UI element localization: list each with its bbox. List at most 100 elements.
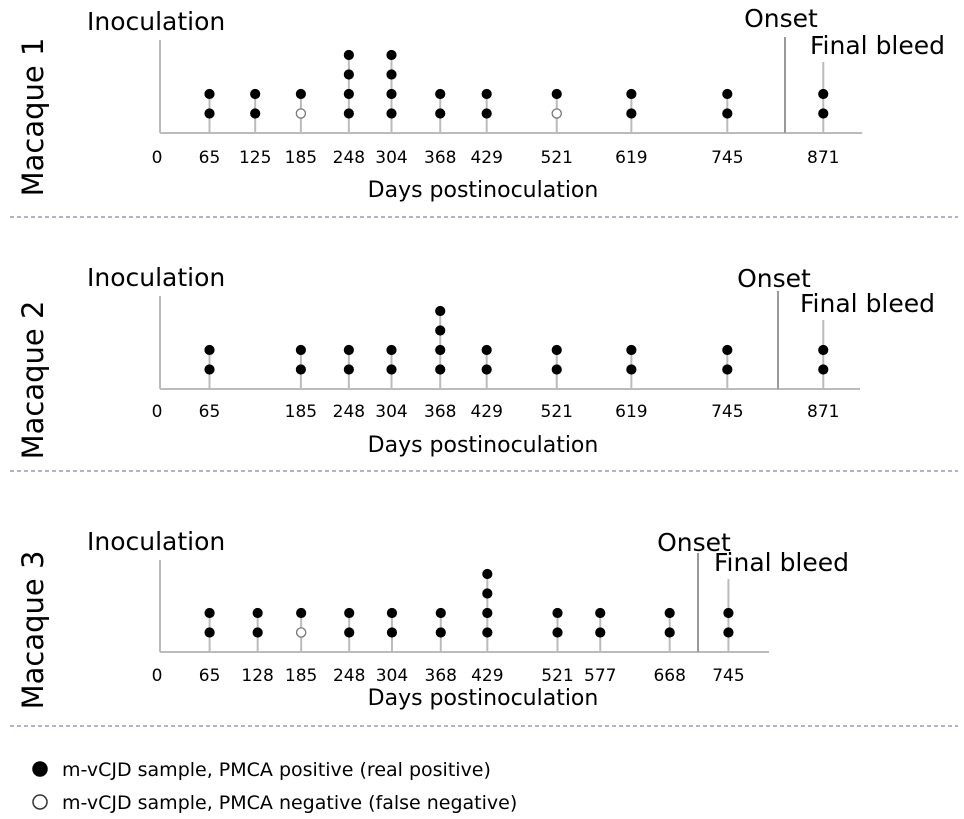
onset-label: Onset: [737, 264, 811, 293]
marker-positive: [818, 88, 829, 100]
x-axis-title: Days postinoculation: [368, 686, 599, 711]
marker-positive: [723, 627, 734, 638]
marker-positive: [296, 607, 307, 619]
marker-positive: [722, 344, 733, 356]
tick-label: 304: [376, 666, 408, 686]
marker-positive: [435, 607, 446, 619]
marker-positive: [482, 627, 493, 638]
tick-label: 248: [333, 402, 365, 422]
marker-positive: [386, 344, 397, 356]
inoculation-label: Inoculation: [87, 263, 225, 292]
marker-positive: [386, 627, 398, 638]
tick-label: 304: [375, 402, 407, 422]
marker-negative: [551, 108, 562, 119]
marker-positive: [386, 607, 398, 619]
tick-label: 745: [712, 666, 744, 686]
onset-label: Onset: [744, 4, 818, 33]
tick-label: 368: [424, 148, 456, 168]
marker-positive: [250, 108, 261, 119]
tick-label: 0: [152, 666, 163, 686]
legend-marker-positive: [32, 761, 48, 777]
marker-positive: [481, 344, 492, 356]
marker-positive: [435, 108, 446, 119]
x-axis-title: Days postinoculation: [368, 433, 599, 458]
marker-negative: [295, 627, 307, 638]
marker-positive: [343, 364, 354, 375]
marker-positive: [481, 108, 492, 119]
marker-positive: [626, 344, 637, 356]
marker-positive: [204, 108, 215, 119]
marker-positive: [204, 364, 215, 375]
tick-label: 125: [239, 148, 271, 168]
marker-positive: [482, 588, 493, 599]
marker-positive: [386, 108, 397, 119]
marker-positive: [664, 607, 675, 619]
tick-label: 619: [615, 402, 647, 422]
tick-label: 429: [471, 666, 503, 686]
marker-positive: [482, 568, 493, 580]
legend: m-vCJD sample, PMCA positive (real posit…: [32, 759, 517, 814]
marker-positive: [435, 305, 446, 317]
marker-positive: [481, 364, 492, 375]
marker-positive: [722, 364, 733, 375]
tick-label: 429: [470, 148, 502, 168]
marker-positive: [295, 344, 306, 356]
tick-label: 429: [470, 402, 502, 422]
legend-marker-negative: [32, 794, 48, 810]
tick-label: 248: [333, 148, 365, 168]
marker-positive: [386, 364, 397, 375]
tick-label: 0: [152, 148, 163, 168]
marker-positive: [252, 627, 263, 638]
tick-label: 185: [285, 148, 317, 168]
marker-positive: [722, 108, 733, 119]
marker-positive: [818, 344, 829, 356]
tick-label: 577: [584, 666, 616, 686]
tick-label: 248: [333, 666, 365, 686]
tick-label: 871: [807, 148, 839, 168]
legend-label: m-vCJD sample, PMCA negative (false nega…: [62, 792, 517, 814]
tick-label: 368: [424, 402, 456, 422]
tick-label: 185: [285, 666, 317, 686]
marker-positive: [435, 364, 446, 375]
tick-label: 0: [152, 402, 163, 422]
tick-label: 65: [199, 402, 221, 422]
tick-label: 128: [241, 666, 273, 686]
marker-positive: [343, 88, 354, 100]
inoculation-label: Inoculation: [87, 7, 225, 36]
final-bleed-label: Final bleed: [810, 31, 945, 60]
marker-positive: [250, 88, 261, 100]
marker-positive: [482, 607, 493, 619]
tick-label: 745: [711, 402, 743, 422]
marker-positive: [435, 88, 446, 100]
macaque-label: Macaque 2: [16, 301, 50, 460]
tick-label: 368: [425, 666, 457, 686]
marker-positive: [552, 607, 563, 619]
legend-item: m-vCJD sample, PMCA negative (false nega…: [32, 792, 517, 814]
final-bleed-label: Final bleed: [800, 289, 935, 318]
marker-positive: [626, 88, 637, 100]
tick-label: 521: [541, 402, 573, 422]
marker-positive: [595, 607, 606, 619]
marker-positive: [343, 69, 354, 80]
marker-positive: [204, 344, 215, 356]
marker-positive: [723, 607, 734, 619]
marker-positive: [552, 627, 563, 638]
final-bleed-label: Final bleed: [714, 548, 849, 577]
marker-positive: [343, 344, 354, 356]
macaque-label: Macaque 1: [16, 38, 50, 197]
marker-positive: [595, 627, 606, 638]
marker-positive: [435, 325, 446, 336]
x-axis-title: Days postinoculation: [368, 178, 599, 203]
tick-label: 521: [541, 666, 573, 686]
marker-positive: [295, 364, 306, 375]
inoculation-label: Inoculation: [87, 527, 225, 556]
marker-positive: [626, 108, 637, 119]
tick-label: 65: [199, 666, 221, 686]
marker-positive: [435, 627, 446, 638]
marker-positive: [386, 49, 397, 61]
marker-positive: [481, 88, 492, 100]
